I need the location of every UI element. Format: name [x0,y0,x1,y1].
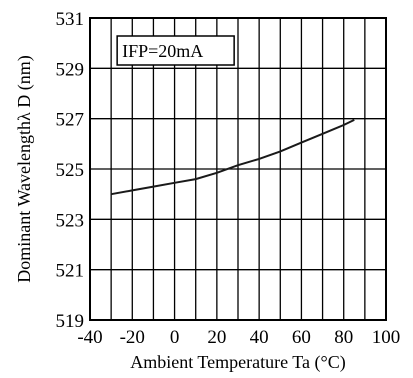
y-tick-label: 527 [56,110,85,131]
series-line [110,118,355,196]
y-tick-label: 521 [56,261,85,282]
x-tick-label: -40 [77,327,102,348]
x-tick-label: 100 [372,327,401,348]
series-layer [110,118,355,196]
x-tick-label: 60 [292,327,311,348]
annotation-box [116,35,235,66]
x-axis-ticks: -40 -20 0 20 40 60 80 100 [77,327,400,348]
y-tick-label: 523 [56,210,85,231]
annotation-text: IFP=20mA [122,41,203,61]
y-tick-label: 519 [56,311,85,332]
x-axis-label: Ambient Temperature Ta (°C) [130,352,345,373]
plot-area-frame [89,17,387,321]
y-tick-label: 529 [56,59,85,80]
y-tick-label: 531 [56,9,85,30]
y-axis-ticks: 519 521 523 525 527 529 531 [56,9,85,332]
x-tick-label: 40 [250,327,269,348]
x-tick-label: 0 [170,327,180,348]
x-tick-label: 20 [207,327,226,348]
y-tick-label: 525 [56,160,85,181]
x-tick-label: -20 [120,327,145,348]
y-axis-label: Dominant Wavelengthλ D (nm) [14,55,35,282]
x-tick-label: 80 [334,327,353,348]
